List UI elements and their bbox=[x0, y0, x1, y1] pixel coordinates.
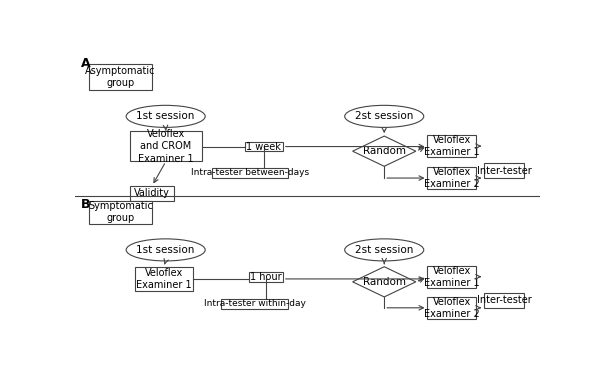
Text: A: A bbox=[81, 57, 91, 70]
FancyBboxPatch shape bbox=[427, 167, 476, 189]
Polygon shape bbox=[353, 267, 416, 297]
Text: B: B bbox=[81, 198, 91, 211]
FancyBboxPatch shape bbox=[130, 186, 174, 201]
Text: Asymptomatic
group: Asymptomatic group bbox=[85, 66, 155, 88]
Ellipse shape bbox=[345, 105, 424, 127]
FancyBboxPatch shape bbox=[245, 142, 283, 152]
FancyBboxPatch shape bbox=[427, 266, 476, 288]
FancyBboxPatch shape bbox=[89, 64, 152, 90]
FancyBboxPatch shape bbox=[221, 299, 287, 308]
FancyBboxPatch shape bbox=[484, 163, 524, 178]
Polygon shape bbox=[353, 136, 416, 166]
Ellipse shape bbox=[126, 105, 205, 127]
FancyBboxPatch shape bbox=[427, 297, 476, 319]
Text: Random: Random bbox=[363, 277, 406, 287]
Text: Veloflex
Examiner 2: Veloflex Examiner 2 bbox=[424, 297, 480, 319]
FancyBboxPatch shape bbox=[250, 272, 283, 282]
Text: 1st session: 1st session bbox=[136, 111, 195, 121]
Ellipse shape bbox=[345, 239, 424, 261]
Text: Validity: Validity bbox=[134, 188, 170, 198]
FancyBboxPatch shape bbox=[89, 201, 152, 224]
Text: 1st session: 1st session bbox=[136, 245, 195, 255]
Text: Intra-tester between-days: Intra-tester between-days bbox=[191, 169, 309, 178]
Text: 1 week: 1 week bbox=[247, 141, 281, 152]
FancyBboxPatch shape bbox=[134, 267, 193, 291]
Ellipse shape bbox=[126, 239, 205, 261]
FancyBboxPatch shape bbox=[212, 168, 287, 178]
FancyBboxPatch shape bbox=[427, 135, 476, 157]
Text: Veloflex
and CROM
Examiner 1: Veloflex and CROM Examiner 1 bbox=[138, 129, 194, 164]
Text: 2st session: 2st session bbox=[355, 245, 413, 255]
Text: Inter-tester: Inter-tester bbox=[476, 166, 532, 176]
Text: Symptomatic
group: Symptomatic group bbox=[88, 201, 153, 223]
Text: Veloflex
Examiner 2: Veloflex Examiner 2 bbox=[424, 167, 480, 189]
Text: Random: Random bbox=[363, 146, 406, 156]
Text: Inter-tester: Inter-tester bbox=[476, 296, 532, 305]
Text: 2st session: 2st session bbox=[355, 111, 413, 121]
Text: Intra-tester within-day: Intra-tester within-day bbox=[203, 299, 305, 308]
Text: Veloflex
Examiner 1: Veloflex Examiner 1 bbox=[136, 268, 191, 290]
FancyBboxPatch shape bbox=[484, 293, 524, 308]
Text: Veloflex
Examiner 1: Veloflex Examiner 1 bbox=[424, 135, 479, 157]
Text: Veloflex
Examiner 1: Veloflex Examiner 1 bbox=[424, 265, 479, 288]
FancyBboxPatch shape bbox=[130, 131, 202, 161]
Text: 1 hour: 1 hour bbox=[250, 272, 282, 282]
